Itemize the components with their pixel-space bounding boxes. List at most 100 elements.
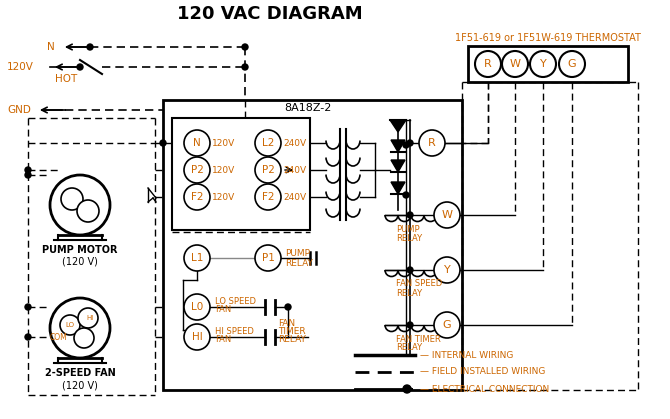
Text: (120 V): (120 V) [62,257,98,267]
Circle shape [25,304,31,310]
Circle shape [407,140,413,146]
Bar [468,46,628,82]
Text: 120V: 120V [212,139,235,147]
Circle shape [559,51,585,77]
Text: P2: P2 [190,165,204,175]
Text: TIMER: TIMER [278,328,306,336]
Circle shape [74,328,94,348]
Circle shape [255,157,281,183]
Circle shape [434,257,460,283]
Circle shape [407,322,413,328]
Text: R: R [484,59,492,69]
Text: 1F51-619 or 1F51W-619 THERMOSTAT: 1F51-619 or 1F51W-619 THERMOSTAT [455,33,641,43]
Text: — FIELD INSTALLED WIRING: — FIELD INSTALLED WIRING [420,367,545,377]
Circle shape [407,267,413,273]
Circle shape [25,334,31,340]
Text: Y: Y [539,59,546,69]
Text: 120V: 120V [212,166,235,174]
Circle shape [475,51,501,77]
Circle shape [255,130,281,156]
Circle shape [160,140,166,146]
Text: PUMP: PUMP [396,225,419,233]
Text: Y: Y [444,265,450,275]
Circle shape [434,312,460,338]
Circle shape [61,188,83,210]
Text: F2: F2 [191,192,203,202]
Text: GND: GND [7,105,31,115]
Text: 2-SPEED FAN: 2-SPEED FAN [45,368,115,378]
Circle shape [502,51,528,77]
Circle shape [25,172,31,178]
Text: P1: P1 [261,253,275,263]
Bar [163,100,462,390]
Text: RELAY: RELAY [285,259,313,267]
Circle shape [78,308,98,328]
Text: LO: LO [66,322,74,328]
Text: RELAY: RELAY [396,233,422,243]
Text: 120 VAC DIAGRAM: 120 VAC DIAGRAM [177,5,363,23]
Circle shape [50,175,110,235]
Text: HI: HI [86,315,94,321]
Text: FAN: FAN [278,320,295,328]
Text: RELAY: RELAY [396,344,422,352]
Text: FAN TIMER: FAN TIMER [396,334,441,344]
Text: FAN: FAN [215,305,231,313]
Text: HOT: HOT [55,74,77,84]
Text: (120 V): (120 V) [62,380,98,390]
Text: F2: F2 [262,192,274,202]
Text: L0: L0 [191,302,203,312]
Circle shape [403,385,411,393]
Circle shape [184,157,210,183]
Text: PUMP MOTOR: PUMP MOTOR [42,245,118,255]
Circle shape [184,324,210,350]
Circle shape [434,202,460,228]
Circle shape [184,184,210,210]
Text: G: G [567,59,576,69]
Text: R: R [428,138,436,148]
Text: P2: P2 [261,165,275,175]
Circle shape [255,184,281,210]
Circle shape [87,44,93,50]
Circle shape [407,212,413,218]
Polygon shape [390,120,406,132]
Circle shape [60,315,80,335]
Text: 240V: 240V [283,166,306,174]
Text: G: G [443,320,452,330]
Circle shape [184,294,210,320]
Text: PUMP: PUMP [285,248,310,258]
Circle shape [50,298,110,358]
Text: W: W [509,59,521,69]
Circle shape [25,167,31,173]
Text: COM: COM [50,334,67,342]
Text: HI SPEED: HI SPEED [215,326,254,336]
Text: 120V: 120V [212,192,235,202]
Bar [172,118,310,230]
Text: 240V: 240V [283,192,306,202]
Text: L2: L2 [262,138,274,148]
Text: L1: L1 [191,253,203,263]
Polygon shape [391,182,405,194]
Circle shape [242,44,248,50]
Text: W: W [442,210,452,220]
Text: LO SPEED: LO SPEED [215,297,256,305]
Circle shape [77,200,99,222]
Text: — ELECTRICAL CONNECTION: — ELECTRICAL CONNECTION [420,385,549,393]
Text: — INTERNAL WIRING: — INTERNAL WIRING [420,351,513,360]
Text: RELAY: RELAY [396,289,422,297]
Circle shape [184,130,210,156]
Text: 8A18Z-2: 8A18Z-2 [284,103,332,113]
Text: 240V: 240V [283,139,306,147]
Circle shape [419,130,445,156]
Circle shape [77,64,83,70]
Circle shape [184,245,210,271]
Text: FAN SPEED: FAN SPEED [396,279,442,289]
Circle shape [285,304,291,310]
Circle shape [403,192,409,198]
Circle shape [242,64,248,70]
Circle shape [403,142,409,148]
Text: N: N [47,42,55,52]
Text: N: N [193,138,201,148]
Text: HI: HI [192,332,202,342]
Text: RELAY: RELAY [278,336,306,344]
Text: 120V: 120V [7,62,34,72]
